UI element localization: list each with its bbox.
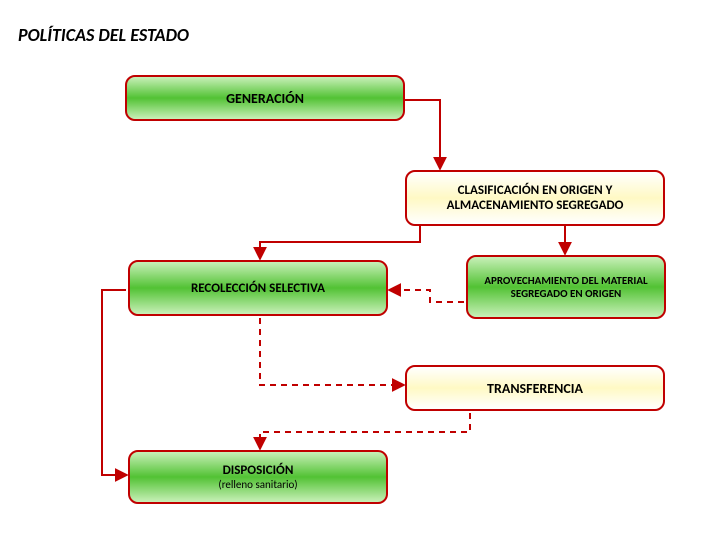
- node-recoleccion: RECOLECCIÓN SELECTIVA: [128, 260, 388, 316]
- edge-generacion-to-clasificacion: [405, 100, 440, 168]
- node-disposicion-label: DISPOSICIÓN: [223, 463, 294, 478]
- node-aprovechamiento: APROVECHAMIENTO DEL MATERIAL SEGREGADO E…: [466, 255, 666, 319]
- edge-clasificacion-to-recoleccion: [260, 226, 420, 258]
- node-recoleccion-label: RECOLECCIÓN SELECTIVA: [191, 281, 325, 296]
- edge-transferencia-to-disposicion: [260, 413, 470, 448]
- node-transferencia-label: TRANSFERENCIA: [487, 380, 583, 397]
- node-transferencia: TRANSFERENCIA: [405, 365, 665, 411]
- node-clasificacion: CLASIFICACIÓN EN ORIGEN Y ALMACENAMIENTO…: [405, 170, 665, 226]
- page-title: POLÍTICAS DEL ESTADO: [18, 24, 189, 46]
- edge-aprovechamiento-to-recoleccion: [390, 290, 464, 302]
- node-disposicion-sublabel: (relleno sanitario): [218, 478, 297, 491]
- node-disposicion: DISPOSICIÓN (relleno sanitario): [128, 450, 388, 504]
- node-generacion: GENERACIÓN: [125, 75, 405, 121]
- edge-recoleccion-to-disposicion: [102, 290, 126, 475]
- edge-recoleccion-to-transferencia: [260, 318, 403, 385]
- node-aprovechamiento-label: APROVECHAMIENTO DEL MATERIAL SEGREGADO E…: [478, 274, 654, 300]
- node-clasificacion-label: CLASIFICACIÓN EN ORIGEN Y ALMACENAMIENTO…: [417, 183, 653, 213]
- node-generacion-label: GENERACIÓN: [226, 90, 304, 107]
